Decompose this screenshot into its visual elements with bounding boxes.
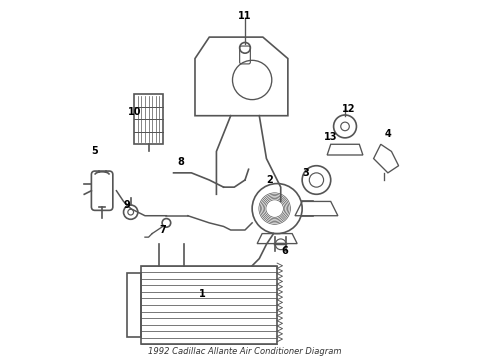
Text: 1992 Cadillac Allante Air Conditioner Diagram: 1992 Cadillac Allante Air Conditioner Di… bbox=[148, 347, 342, 356]
Text: 9: 9 bbox=[124, 200, 130, 210]
Text: 1: 1 bbox=[199, 289, 205, 299]
Text: 13: 13 bbox=[324, 132, 338, 142]
Text: 11: 11 bbox=[238, 11, 252, 21]
Text: 6: 6 bbox=[281, 247, 288, 256]
Text: 7: 7 bbox=[159, 225, 166, 235]
Text: 3: 3 bbox=[302, 168, 309, 178]
Text: 2: 2 bbox=[267, 175, 273, 185]
Text: 4: 4 bbox=[385, 129, 391, 139]
Text: 8: 8 bbox=[177, 157, 184, 167]
Text: 10: 10 bbox=[127, 107, 141, 117]
Text: 12: 12 bbox=[342, 104, 355, 113]
Text: 5: 5 bbox=[92, 147, 98, 157]
